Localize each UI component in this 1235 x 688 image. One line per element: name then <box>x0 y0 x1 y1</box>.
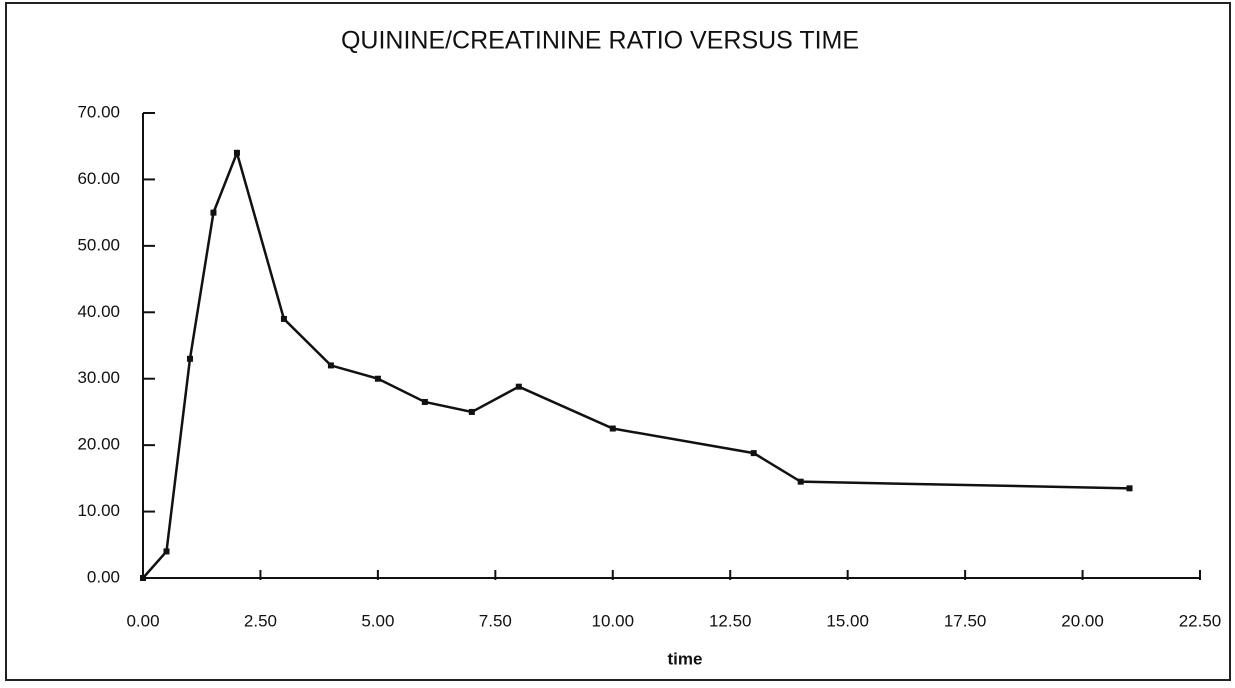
data-point <box>163 548 170 555</box>
x-tick-label: 17.50 <box>944 611 987 630</box>
chart-title: QUININE/CREATININE RATIO VERSUS TIME <box>341 27 859 55</box>
y-tick-label: 40.00 <box>77 302 120 321</box>
frame <box>5 2 1231 681</box>
x-tick-label: 10.00 <box>592 611 635 630</box>
data-point <box>421 398 428 405</box>
x-tick-label: 20.00 <box>1061 611 1104 630</box>
data-line <box>142 148 1130 579</box>
x-axis-label: time <box>668 649 703 668</box>
x-tick-label: 2.50 <box>244 611 277 630</box>
y-tick-label: 20.00 <box>77 435 120 454</box>
data-point <box>797 478 804 485</box>
data-point <box>280 315 287 322</box>
data-point <box>186 355 193 362</box>
data-point <box>140 575 146 581</box>
x-tick-label: 0.00 <box>126 611 159 630</box>
y-tick-label: 30.00 <box>77 368 120 387</box>
data-point <box>515 383 522 390</box>
x-tick-label: 12.50 <box>709 611 752 630</box>
data-point <box>327 362 334 369</box>
data-point <box>233 149 240 156</box>
x-tick-label: 22.50 <box>1179 611 1222 630</box>
x-tick-label: 5.00 <box>361 611 394 630</box>
data-point <box>750 450 757 457</box>
data-point <box>468 408 475 415</box>
y-tick-label: 0.00 <box>87 567 120 586</box>
data-point <box>1126 485 1133 492</box>
y-tick-label: 60.00 <box>77 169 120 188</box>
y-tick-label: 10.00 <box>77 501 120 520</box>
data-point <box>374 375 381 382</box>
x-tick-label: 15.00 <box>826 611 869 630</box>
y-tick-label: 50.00 <box>77 235 120 254</box>
data-point <box>609 425 616 432</box>
data-point <box>210 209 217 216</box>
x-tick-label: 7.50 <box>479 611 512 630</box>
y-tick-label: 70.00 <box>77 102 120 121</box>
